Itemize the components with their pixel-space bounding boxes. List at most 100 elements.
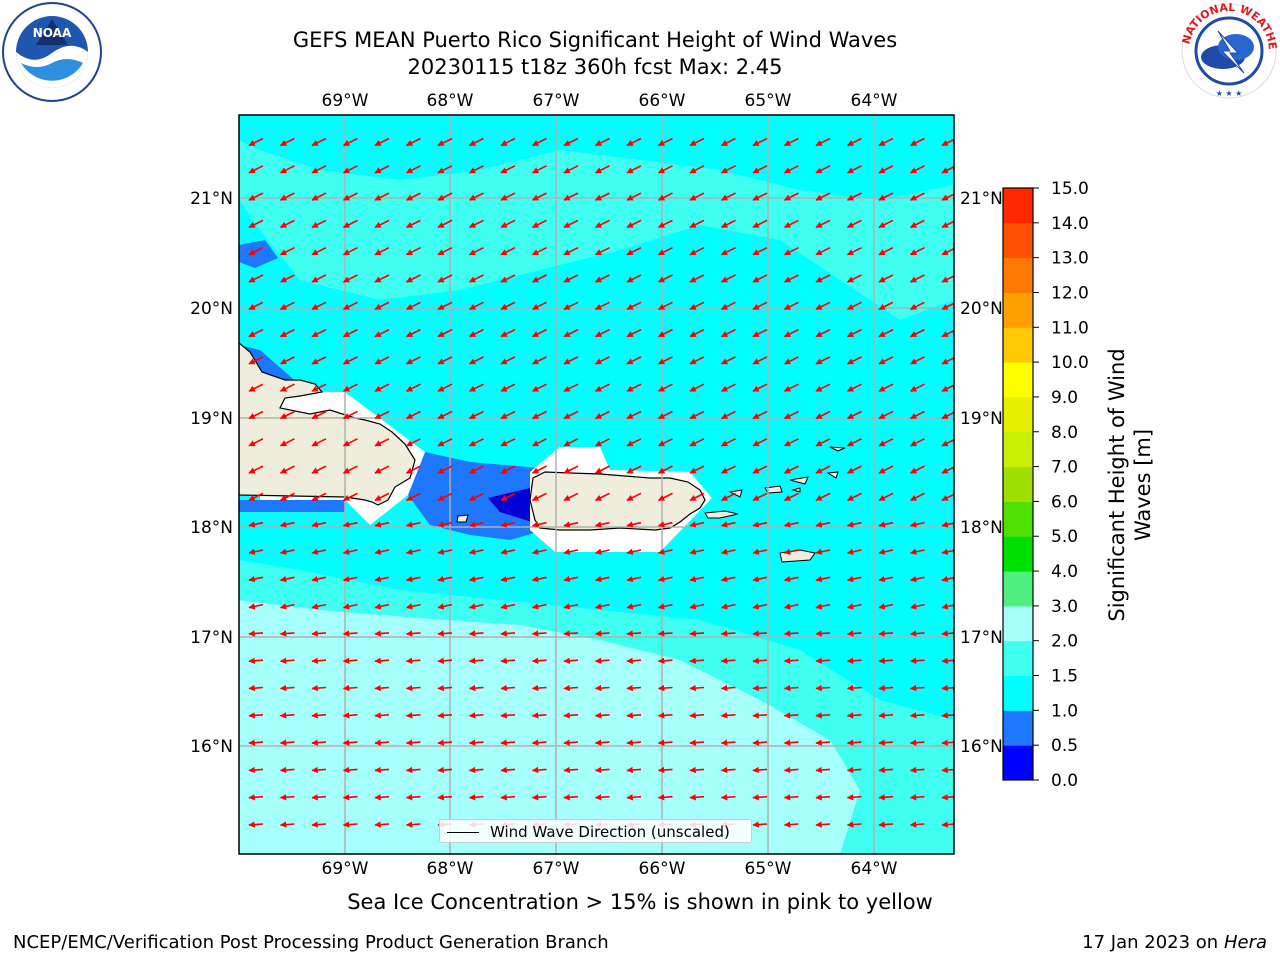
wind-wave-arrow: [468, 548, 484, 555]
colorbar-segments: [1003, 188, 1033, 781]
lon-label: 69°W: [322, 859, 369, 879]
colorbar-tick-label: 15.0: [1051, 179, 1089, 199]
wind-wave-arrow: [437, 165, 453, 174]
lon-label: 65°W: [745, 859, 792, 879]
wind-wave-arrow: [248, 657, 264, 664]
wind-wave-arrow: [342, 192, 358, 201]
wind-wave-arrow: [374, 630, 390, 637]
wind-wave-arrow: [626, 219, 642, 229]
wind-wave-arrow: [437, 603, 453, 610]
wind-wave-arrow: [689, 165, 705, 174]
wind-wave-arrow: [342, 465, 358, 474]
wind-wave-arrow: [878, 383, 894, 392]
wind-wave-arrow: [531, 410, 547, 420]
wind-wave-arrow: [689, 766, 705, 774]
credit-date: 17 Jan 2023 on: [1082, 932, 1219, 953]
wind-wave-arrow: [500, 712, 516, 719]
colorbar-title-line2: Waves [m]: [1131, 429, 1155, 541]
wind-wave-arrow: [563, 794, 579, 801]
wind-wave-arrow: [846, 492, 862, 502]
wind-wave-arrow: [437, 766, 453, 774]
wind-wave-arrow: [878, 137, 894, 147]
wind-wave-arrow: [626, 328, 642, 338]
wind-wave-arrow: [437, 410, 453, 420]
colorbar-segment: [1003, 222, 1033, 259]
wind-wave-arrow: [311, 383, 327, 392]
wind-wave-arrow: [846, 328, 862, 338]
wind-wave-arrow: [689, 438, 705, 447]
lon-label: 68°W: [427, 859, 474, 879]
wind-wave-arrow: [342, 712, 358, 719]
wind-wave-arrow: [531, 165, 547, 174]
wind-wave-arrow: [783, 192, 799, 201]
colorbar-segment: [1003, 188, 1033, 224]
wind-wave-arrow: [279, 438, 295, 447]
colorbar-segment: [1003, 431, 1033, 468]
wind-wave-arrow: [815, 548, 831, 555]
wind-wave-arrow: [752, 794, 768, 801]
colorbar-segment: [1003, 362, 1033, 398]
wind-wave-arrow: [531, 192, 547, 201]
wind-wave-arrow: [689, 192, 705, 201]
wind-wave-arrow: [342, 137, 358, 147]
wind-wave-arrow: [531, 246, 547, 256]
wind-wave-arrow: [689, 137, 705, 147]
wind-wave-arrow: [468, 383, 484, 392]
wind-wave-arrow: [468, 492, 484, 502]
lon-label: 68°W: [427, 91, 474, 111]
wind-wave-arrow: [563, 575, 579, 583]
wind-wave-arrow: [689, 383, 705, 392]
wind-wave-arrow: [500, 246, 516, 256]
wind-wave-arrow: [783, 438, 799, 447]
wind-wave-arrow: [374, 521, 390, 528]
wind-wave-arrow: [563, 465, 579, 474]
lon-label: 66°W: [639, 91, 686, 111]
wind-wave-arrow: [657, 575, 673, 583]
wind-wave-arrow: [909, 630, 925, 637]
wind-wave-arrow: [437, 219, 453, 229]
vieques-island: [704, 510, 739, 519]
wind-wave-arrow: [689, 219, 705, 229]
legend-label: Wind Wave Direction (unscaled): [490, 823, 730, 841]
wind-wave-arrow: [657, 137, 673, 147]
colorbar-frame: [1002, 187, 1034, 781]
chart-title: GEFS MEAN Puerto Rico Significant Height…: [292, 28, 898, 52]
wind-wave-arrow: [846, 192, 862, 201]
wind-wave-arrow: [468, 165, 484, 174]
wind-wave-arrow: [626, 739, 642, 746]
wind-wave-arrow: [752, 766, 768, 774]
wind-wave-arrow: [405, 766, 421, 774]
wind-wave-arrow: [342, 165, 358, 174]
wind-wave-arrow: [657, 383, 673, 392]
wind-wave-arrow: [626, 410, 642, 420]
wind-wave-arrow: [752, 684, 768, 692]
wind-wave-arrow: [752, 465, 768, 474]
wind-wave-arrow: [248, 492, 264, 502]
wind-wave-arrow: [752, 492, 768, 502]
wind-wave-arrow: [878, 192, 894, 201]
wind-wave-arrow: [248, 328, 264, 338]
wind-wave-arrow: [626, 603, 642, 610]
wind-wave-arrow: [437, 301, 453, 311]
wind-wave-arrow: [437, 274, 453, 283]
wind-wave-arrow: [846, 794, 862, 801]
lat-label: 21°N: [190, 189, 233, 209]
colorbar-tick-label: 1.0: [1051, 701, 1078, 721]
wind-wave-arrow: [815, 356, 831, 365]
colorbar-segment: [1003, 571, 1033, 607]
wind-wave-arrow: [720, 438, 736, 447]
wind-wave-arrow: [311, 219, 327, 229]
wind-wave-arrow: [374, 684, 390, 692]
wind-wave-arrow: [657, 465, 673, 474]
wind-wave-arrow: [626, 575, 642, 583]
colorbar-segment: [1003, 501, 1033, 537]
wind-wave-arrow: [342, 630, 358, 637]
wave-band-0.5-1-south: [239, 500, 345, 512]
wind-wave-arrow: [405, 410, 421, 420]
wind-wave-arrow: [279, 712, 295, 719]
wind-wave-arrow: [468, 465, 484, 474]
wind-wave-arrow: [311, 137, 327, 147]
wind-wave-arrow: [500, 356, 516, 365]
wind-wave-arrow: [720, 712, 736, 719]
wind-wave-arrow: [594, 657, 610, 664]
